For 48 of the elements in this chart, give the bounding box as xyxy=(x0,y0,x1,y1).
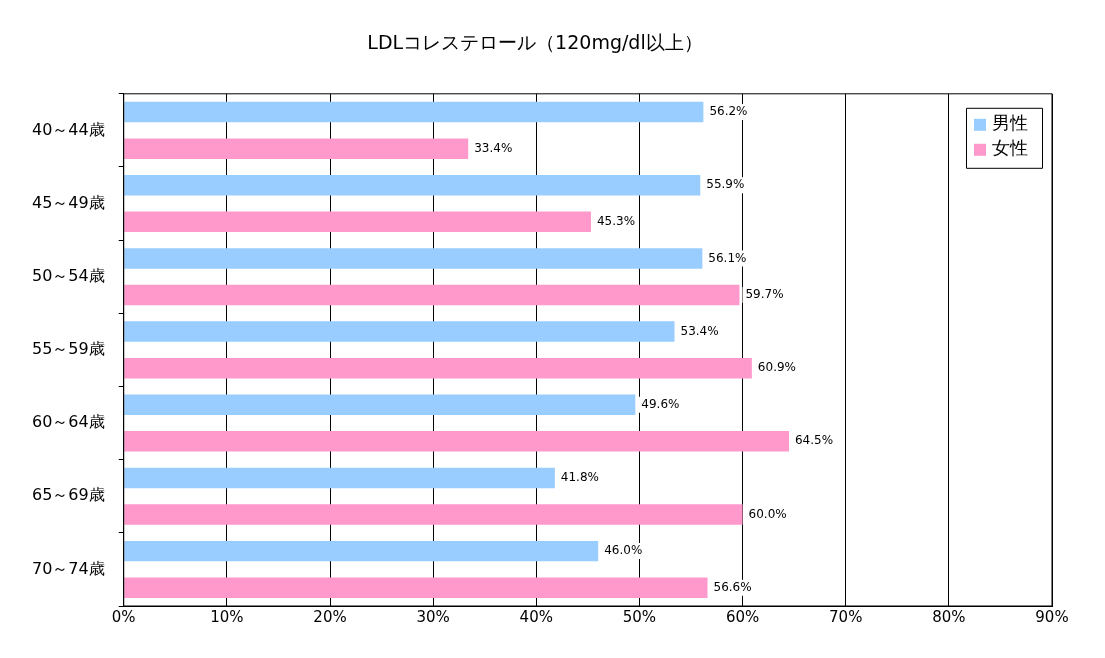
bar xyxy=(124,248,703,269)
data-label: 56.2% xyxy=(709,104,748,119)
data-label: 60.0% xyxy=(748,506,787,521)
y-tick-label: 60～64歳 xyxy=(32,412,105,432)
data-label: 55.9% xyxy=(706,177,745,192)
y-tick-label: 65～69歳 xyxy=(32,485,105,505)
bar xyxy=(124,504,743,525)
data-label: 59.7% xyxy=(745,287,784,302)
x-tick-label: 50% xyxy=(622,607,657,626)
x-tick-label: 20% xyxy=(313,607,347,626)
data-label: 56.1% xyxy=(708,250,747,265)
chart-title: LDLコレステロール（120mg/dl以上） xyxy=(367,31,703,54)
data-label: 45.3% xyxy=(596,213,636,228)
data-label: 56.6% xyxy=(713,579,752,594)
y-tick-label: 55～59歳 xyxy=(32,339,105,359)
x-tick-label: 40% xyxy=(519,607,553,626)
x-tick-label: 80% xyxy=(932,607,966,626)
bar xyxy=(124,577,708,598)
data-label: 53.4% xyxy=(680,323,719,338)
x-tick-label: 10% xyxy=(210,607,244,626)
y-tick-label: 45～49歳 xyxy=(32,192,105,212)
data-label: 49.6% xyxy=(641,396,680,411)
x-tick-label: 30% xyxy=(416,607,450,626)
bar xyxy=(124,211,591,233)
data-label: 60.9% xyxy=(757,360,796,375)
y-tick-label: 70～74歳 xyxy=(32,558,105,578)
x-tick-label: 60% xyxy=(725,607,760,626)
bar xyxy=(124,101,704,123)
bar xyxy=(124,394,636,416)
x-tick-label: 90% xyxy=(1035,607,1069,626)
legend-label: 女性 xyxy=(992,137,1028,159)
bar xyxy=(124,431,789,452)
y-tick-label: 50～54歳 xyxy=(32,265,105,285)
data-label: 64.5% xyxy=(794,433,834,448)
bar xyxy=(124,357,752,379)
data-label: 46.0% xyxy=(604,543,643,558)
bar xyxy=(124,321,675,342)
bar xyxy=(124,138,469,159)
bar xyxy=(124,284,740,306)
data-label: 41.8% xyxy=(560,470,599,485)
data-label: 33.4% xyxy=(474,140,513,155)
legend-label: 男性 xyxy=(992,112,1028,134)
bar xyxy=(124,467,555,489)
bar xyxy=(124,175,701,196)
x-tick-label: 0% xyxy=(111,607,136,626)
bar xyxy=(124,540,599,562)
x-tick-label: 70% xyxy=(829,607,863,626)
y-tick-label: 40～44歳 xyxy=(32,119,105,139)
